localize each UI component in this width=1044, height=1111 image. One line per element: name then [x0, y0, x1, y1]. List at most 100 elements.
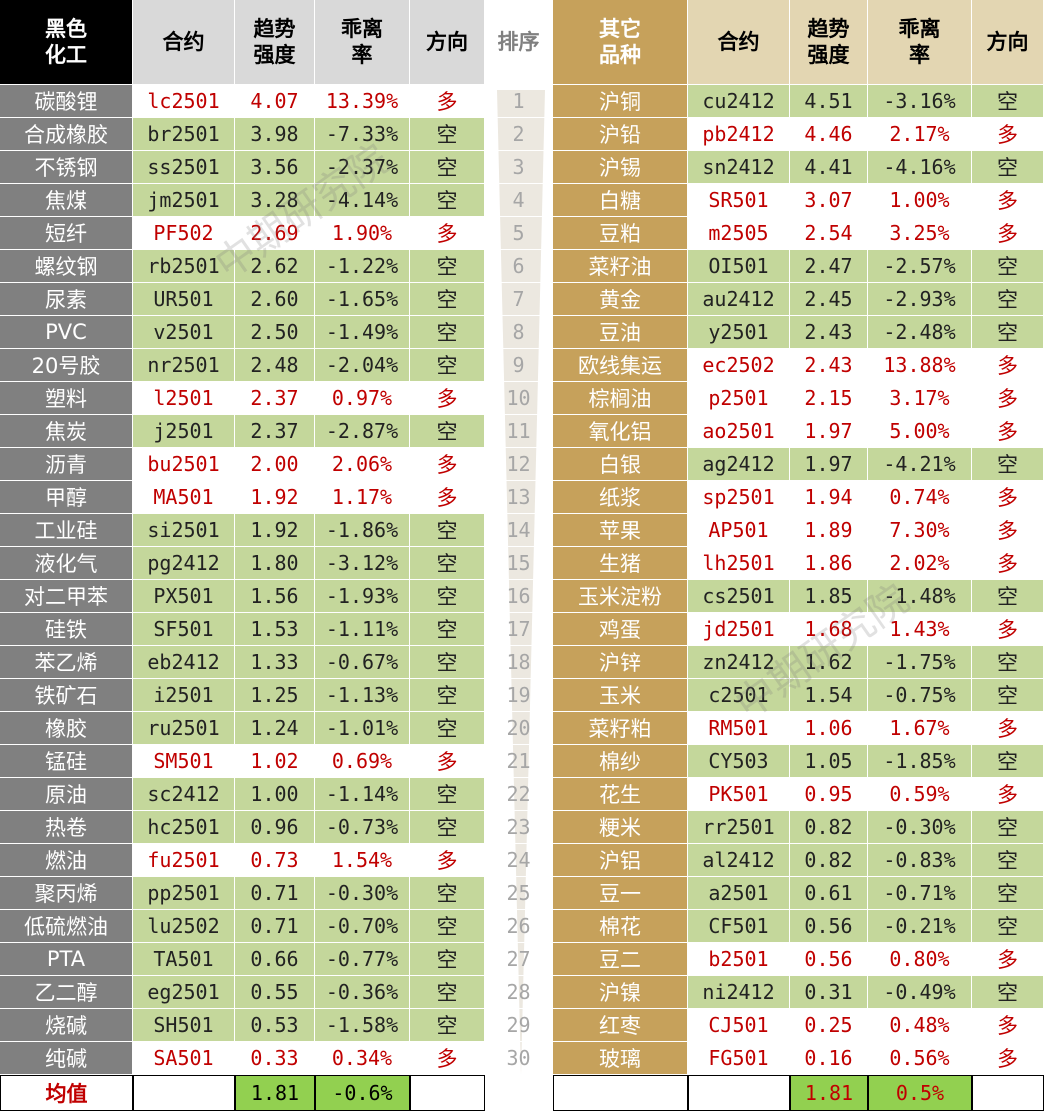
rank: 30 [485, 1042, 553, 1075]
direction: 空 [410, 547, 485, 580]
contract-code: SA501 [133, 1042, 235, 1075]
deviation-rate: 3.17% [868, 382, 972, 415]
trend-strength: 2.50 [235, 316, 315, 349]
direction: 多 [972, 382, 1044, 415]
deviation-rate: -0.67% [315, 646, 410, 679]
deviation-rate: -2.48% [868, 316, 972, 349]
contract-code: rb2501 [133, 250, 235, 283]
deviation-rate: -1.85% [868, 745, 972, 778]
avg-deviation: 0.5% [868, 1075, 972, 1111]
deviation-rate: -1.49% [315, 316, 410, 349]
variety-name: 玉米淀粉 [553, 580, 688, 613]
trend-strength: 1.53 [235, 613, 315, 646]
triangle-shape [497, 90, 545, 1075]
contract-code: eb2412 [133, 646, 235, 679]
trend-strength: 3.98 [235, 118, 315, 151]
deviation-rate: -0.75% [868, 679, 972, 712]
direction: 空 [972, 646, 1044, 679]
rank: 1 [485, 85, 553, 118]
deviation-rate: -1.93% [315, 580, 410, 613]
contract-code: sc2412 [133, 778, 235, 811]
trend-strength: 2.60 [235, 283, 315, 316]
contract-code: lu2502 [133, 910, 235, 943]
deviation-rate: -3.16% [868, 85, 972, 118]
direction: 多 [972, 118, 1044, 151]
contract-code: pp2501 [133, 877, 235, 910]
deviation-rate: 0.80% [868, 943, 972, 976]
rank: 16 [485, 580, 553, 613]
deviation-rate: 13.39% [315, 85, 410, 118]
direction: 空 [410, 811, 485, 844]
trend-strength: 0.31 [790, 976, 868, 1009]
contract-code: ag2412 [688, 448, 790, 481]
variety-name: 乙二醇 [0, 976, 133, 1009]
rank: 19 [485, 679, 553, 712]
trend-strength: 1.33 [235, 646, 315, 679]
direction: 多 [410, 844, 485, 877]
variety-name: 螺纹钢 [0, 250, 133, 283]
direction: 空 [410, 250, 485, 283]
variety-name: 欧线集运 [553, 349, 688, 382]
trend-strength: 0.56 [790, 943, 868, 976]
direction: 多 [410, 745, 485, 778]
variety-name: 沪锡 [553, 151, 688, 184]
deviation-rate: -2.04% [315, 349, 410, 382]
deviation-rate: -2.37% [315, 151, 410, 184]
direction: 空 [972, 844, 1044, 877]
deviation-rate: 0.69% [315, 745, 410, 778]
rank: 20 [485, 712, 553, 745]
contract-code: fu2501 [133, 844, 235, 877]
contract-code: OI501 [688, 250, 790, 283]
trend-strength: 1.97 [790, 415, 868, 448]
trend-strength: 1.00 [235, 778, 315, 811]
direction: 空 [410, 613, 485, 646]
variety-name: 豆粕 [553, 217, 688, 250]
deviation-rate: 1.00% [868, 184, 972, 217]
variety-name: 棉花 [553, 910, 688, 943]
deviation-rate: -4.14% [315, 184, 410, 217]
deviation-rate: -2.93% [868, 283, 972, 316]
contract-code: si2501 [133, 514, 235, 547]
contract-code: l2501 [133, 382, 235, 415]
direction-header: 方向 [972, 0, 1044, 85]
variety-name: 烧碱 [0, 1009, 133, 1042]
trend-strength: 0.25 [790, 1009, 868, 1042]
direction: 空 [410, 778, 485, 811]
direction-header: 方向 [410, 0, 485, 85]
deviation-rate: -3.12% [315, 547, 410, 580]
rank: 12 [485, 448, 553, 481]
variety-name: 沪铅 [553, 118, 688, 151]
deviation-rate: -7.33% [315, 118, 410, 151]
deviation-rate: -0.71% [868, 877, 972, 910]
contract-code: AP501 [688, 514, 790, 547]
trend-strength: 1.68 [790, 613, 868, 646]
contract-code: jm2501 [133, 184, 235, 217]
deviation-rate: -0.30% [315, 877, 410, 910]
deviation-rate: 2.06% [315, 448, 410, 481]
direction: 空 [972, 745, 1044, 778]
deviation-rate: 0.97% [315, 382, 410, 415]
footer-label: 均值 [0, 1075, 133, 1111]
contract-code: p2501 [688, 382, 790, 415]
direction: 多 [972, 712, 1044, 745]
contract-code: m2505 [688, 217, 790, 250]
trend-strength: 1.92 [235, 514, 315, 547]
contract-code: ss2501 [133, 151, 235, 184]
rank-triangle [497, 90, 545, 1075]
contract-header: 合约 [688, 0, 790, 85]
trend-strength: 1.06 [790, 712, 868, 745]
contract-code: PF502 [133, 217, 235, 250]
direction: 空 [410, 976, 485, 1009]
rank: 21 [485, 745, 553, 778]
contract-code: CJ501 [688, 1009, 790, 1042]
trend-strength: 2.15 [790, 382, 868, 415]
trend-strength: 1.24 [235, 712, 315, 745]
trend-strength: 3.07 [790, 184, 868, 217]
variety-name: 红枣 [553, 1009, 688, 1042]
direction: 空 [410, 184, 485, 217]
variety-name: 白银 [553, 448, 688, 481]
direction: 空 [972, 877, 1044, 910]
variety-name: 液化气 [0, 547, 133, 580]
direction: 多 [410, 481, 485, 514]
trend-strength: 0.16 [790, 1042, 868, 1075]
